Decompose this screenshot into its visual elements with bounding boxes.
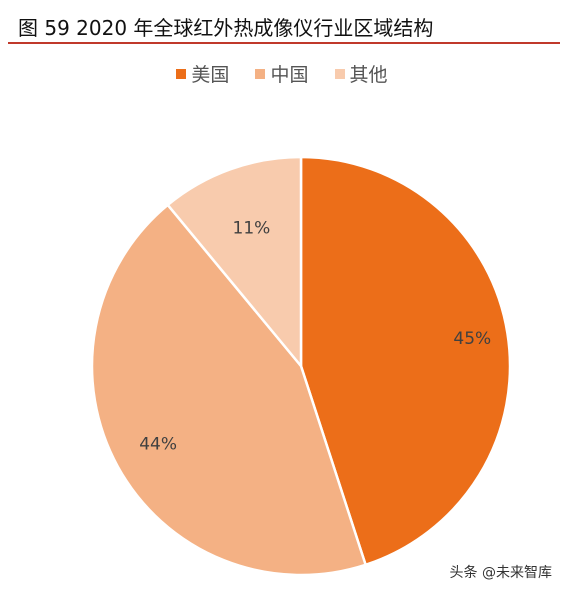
legend-swatch-china bbox=[255, 68, 266, 79]
legend-item-other: 其他 bbox=[334, 60, 388, 87]
legend-label-china: 中国 bbox=[270, 64, 309, 86]
legend-swatch-other bbox=[334, 68, 345, 79]
data-label-other: 11% bbox=[233, 218, 271, 238]
legend-label-other: 其他 bbox=[349, 64, 388, 86]
legend-item-china: 中国 bbox=[255, 60, 309, 87]
legend-item-usa: 美国 bbox=[176, 60, 229, 87]
legend-label-usa: 美国 bbox=[191, 64, 230, 86]
pie-slice-china bbox=[90, 203, 367, 577]
data-label-usa: 45% bbox=[453, 329, 491, 349]
watermark: 头条 @未来智库 bbox=[449, 565, 552, 581]
data-label-china: 44% bbox=[139, 435, 177, 455]
pie-slice-usa bbox=[299, 155, 512, 567]
pie-slice-other bbox=[166, 155, 303, 368]
legend: 美国 中国 其他 bbox=[0, 60, 564, 87]
chart-title: 图 59 2020 年全球红外热成像仪行业区域结构 bbox=[18, 16, 434, 40]
legend-swatch-usa bbox=[176, 68, 187, 79]
title-bar: 图 59 2020 年全球红外热成像仪行业区域结构 bbox=[8, 10, 560, 44]
